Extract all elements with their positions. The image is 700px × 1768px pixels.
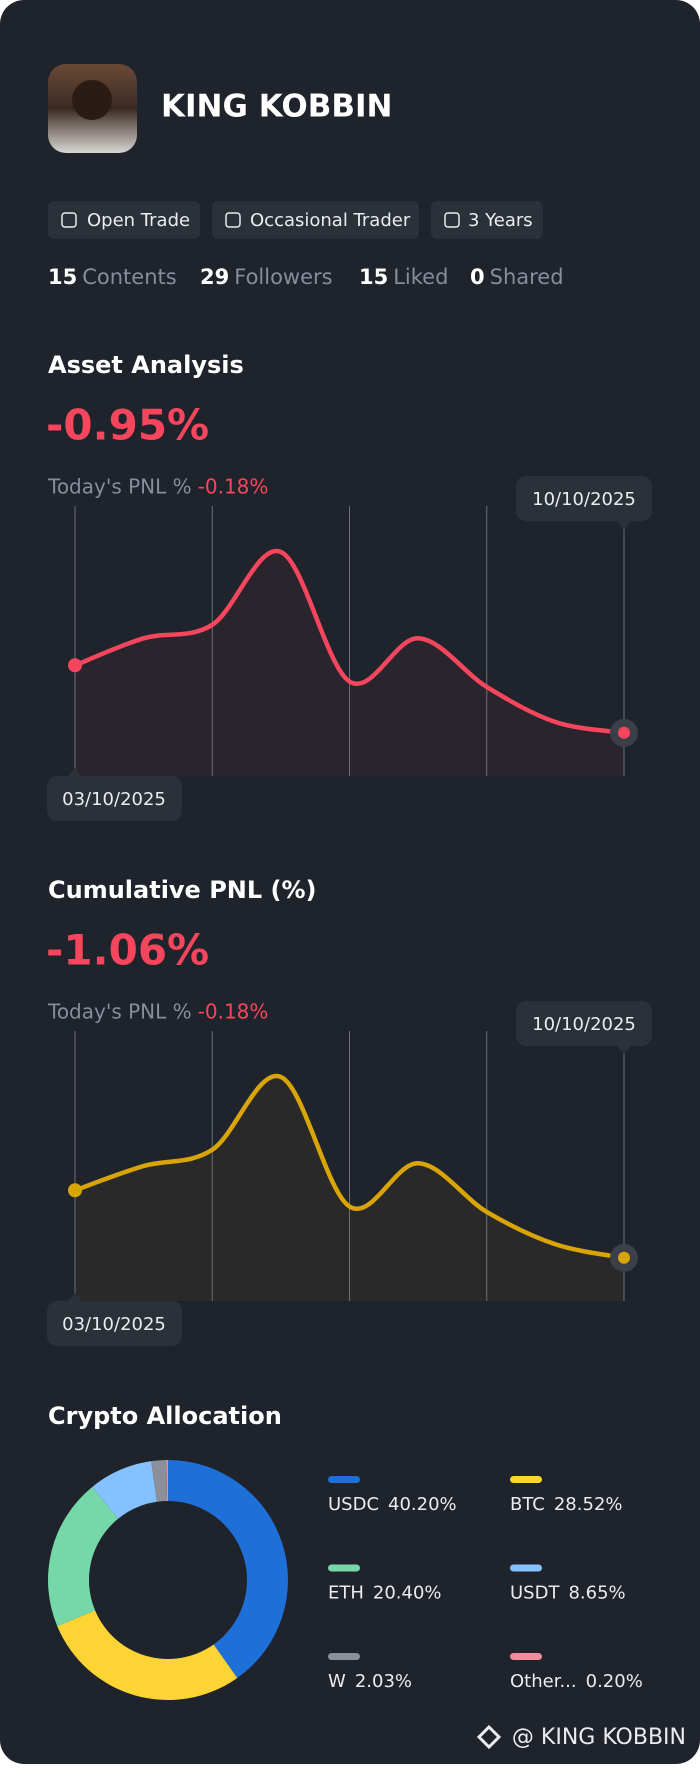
today-value: -0.18% <box>198 475 269 499</box>
legend-value: 8.65% <box>568 1583 625 1604</box>
start-date: 03/10/2025 <box>62 1314 166 1335</box>
today-label: Today's PNL % <box>47 1000 192 1024</box>
date-tooltip <box>516 476 652 521</box>
start-dot <box>68 1183 82 1198</box>
pnl-line <box>72 548 627 736</box>
section-title: Crypto Allocation <box>48 1402 282 1430</box>
avatar-face <box>72 80 112 120</box>
donut-slice <box>48 1486 119 1627</box>
stat-label: Contents <box>82 265 176 289</box>
tag-icon <box>444 212 460 228</box>
section-title: Cumulative PNL (%) <box>48 876 317 904</box>
today-value: -0.18% <box>198 1000 269 1024</box>
legend-swatch <box>328 1476 360 1483</box>
legend-value: 2.03% <box>355 1671 412 1692</box>
tooltip-pointer <box>68 1293 82 1301</box>
date-tooltip <box>516 1001 652 1046</box>
today-label: Today's PNL % <box>47 475 192 499</box>
legend-swatch <box>328 1653 360 1660</box>
tag-icon <box>225 212 241 228</box>
area-fill <box>75 551 624 776</box>
tag-icon <box>61 212 77 228</box>
start-dot <box>68 658 82 673</box>
end-dot <box>618 726 630 739</box>
legend-value: 28.52% <box>554 1494 623 1515</box>
profile-name: KING KOBBIN <box>161 89 392 125</box>
tooltip-pointer <box>617 521 631 529</box>
legend-name: W <box>328 1671 346 1692</box>
legend-swatch <box>510 1653 542 1660</box>
date-tooltip <box>47 1301 182 1346</box>
stat-label: Shared <box>490 265 564 289</box>
end-date: 10/10/2025 <box>532 489 636 510</box>
legend-swatch <box>510 1564 542 1572</box>
end-date: 10/10/2025 <box>532 1014 636 1035</box>
tag-label: 3 Years <box>468 210 533 231</box>
legend-value: 20.40% <box>373 1583 442 1604</box>
tooltip-pointer <box>617 1046 631 1054</box>
legend-value: 0.20% <box>586 1671 643 1692</box>
legend-name: USDC <box>328 1494 379 1515</box>
stat-label: Followers <box>234 265 332 289</box>
headline-value: -1.06% <box>46 926 209 975</box>
stat-value: 15 <box>48 265 77 289</box>
stat-label: Liked <box>393 265 448 289</box>
legend-name: Other... <box>510 1671 577 1692</box>
stat-value: 0 <box>470 265 485 289</box>
donut-slice <box>151 1460 168 1502</box>
headline-value: -0.95% <box>46 401 209 450</box>
legend-swatch <box>328 1564 360 1572</box>
donut-slice <box>168 1460 289 1678</box>
tag-label: Open Trade <box>87 210 190 231</box>
end-dot <box>618 1251 630 1264</box>
legend-name: BTC <box>510 1494 545 1515</box>
brand-logo <box>476 1724 502 1750</box>
tooltip-pointer <box>68 768 82 776</box>
donut-slice <box>92 1461 157 1519</box>
date-tooltip <box>47 776 182 821</box>
legend-value: 40.20% <box>388 1494 457 1515</box>
footer-brand: @ KING KOBBIN <box>512 1725 686 1750</box>
legend-swatch <box>510 1476 542 1483</box>
tag-chip <box>48 201 200 239</box>
donut-slice <box>57 1610 238 1700</box>
legend-name: ETH <box>328 1583 364 1604</box>
area-fill <box>75 1075 624 1301</box>
tag-label: Occasional Trader <box>250 210 411 231</box>
start-date: 03/10/2025 <box>62 789 166 810</box>
donut-slice <box>166 1460 168 1502</box>
tag-chip <box>212 201 419 239</box>
pnl-line <box>72 1073 627 1261</box>
legend-name: USDT <box>510 1583 560 1604</box>
section-title: Asset Analysis <box>48 351 244 379</box>
stat-value: 29 <box>200 265 229 289</box>
tag-chip <box>431 201 543 239</box>
stat-value: 15 <box>359 265 388 289</box>
